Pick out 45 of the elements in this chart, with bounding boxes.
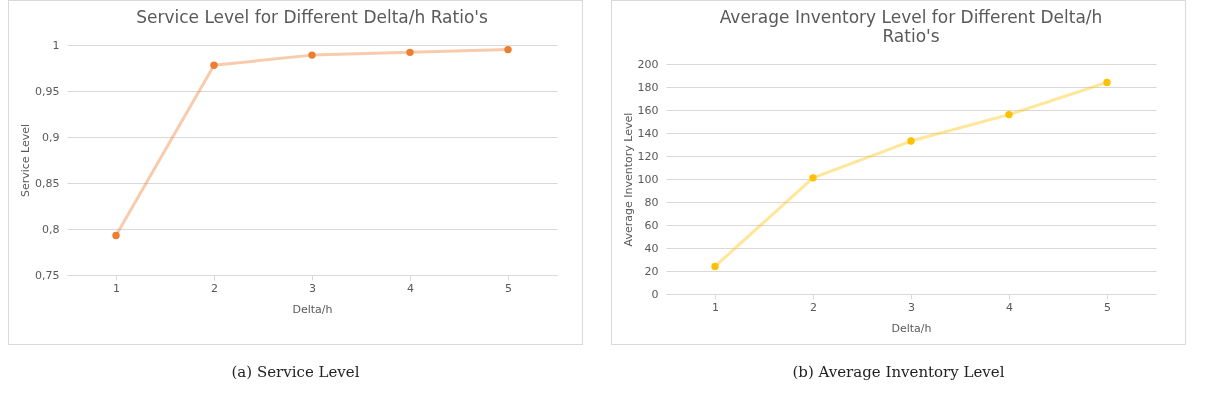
x-tick-label: 5 (505, 281, 512, 295)
y-axis-title: Average Inventory Level (621, 112, 635, 247)
y-tick-label: 0,75 (35, 268, 60, 282)
x-tick-label: 4 (407, 281, 414, 295)
y-tick-label: 1 (52, 38, 60, 52)
chart-title: Service Level for Different Delta/h Ratio's (136, 7, 488, 27)
y-tick-label: 0,95 (35, 84, 60, 98)
text: (b) Average Inventory Level (791, 363, 1006, 381)
point (907, 137, 915, 145)
y-tick-label: 20 (644, 264, 659, 278)
y-axis-title: Service Level (19, 123, 33, 198)
y-tick-label: 0,9 (42, 130, 60, 144)
y-tick-label: 160 (637, 103, 659, 117)
x-tick-label: 1 (712, 300, 719, 314)
point (210, 61, 218, 69)
y-tick-label: 60 (644, 218, 659, 232)
y-tick-label: 100 (637, 172, 659, 186)
point (308, 51, 316, 59)
y-tick-label: 0 (651, 287, 659, 301)
y-tick-label: 0,85 (35, 176, 60, 190)
y-tick-label: 40 (644, 241, 659, 255)
x-tick-label: 1 (113, 281, 120, 295)
x-tick-label: 4 (1006, 300, 1013, 314)
x-tick-label: 2 (810, 300, 817, 314)
point (809, 174, 817, 182)
x-tick-label: 5 (1104, 300, 1111, 314)
text: (a) Service Level (230, 363, 361, 381)
point (1005, 110, 1013, 119)
y-tick-label: 140 (637, 126, 659, 140)
x-tick-label: 3 (908, 300, 915, 314)
x-axis-title: Delta/h (292, 302, 333, 316)
point (406, 48, 414, 57)
y-tick-label: 0,8 (42, 222, 60, 236)
x-tick-label: 2 (211, 281, 218, 295)
point (711, 262, 719, 271)
point (112, 231, 120, 240)
x-axis-title: Delta/h (891, 321, 932, 335)
x-tick-label: 3 (309, 281, 316, 295)
y-tick-label: 120 (637, 149, 659, 163)
y-tick-label: 200 (637, 57, 659, 71)
point (1103, 78, 1111, 87)
point (504, 45, 512, 54)
y-tick-label: 80 (644, 195, 659, 209)
chart-title: Average Inventory Level for Different Delta/h Ratio's (719, 7, 1103, 46)
y-tick-label: 180 (637, 80, 659, 94)
